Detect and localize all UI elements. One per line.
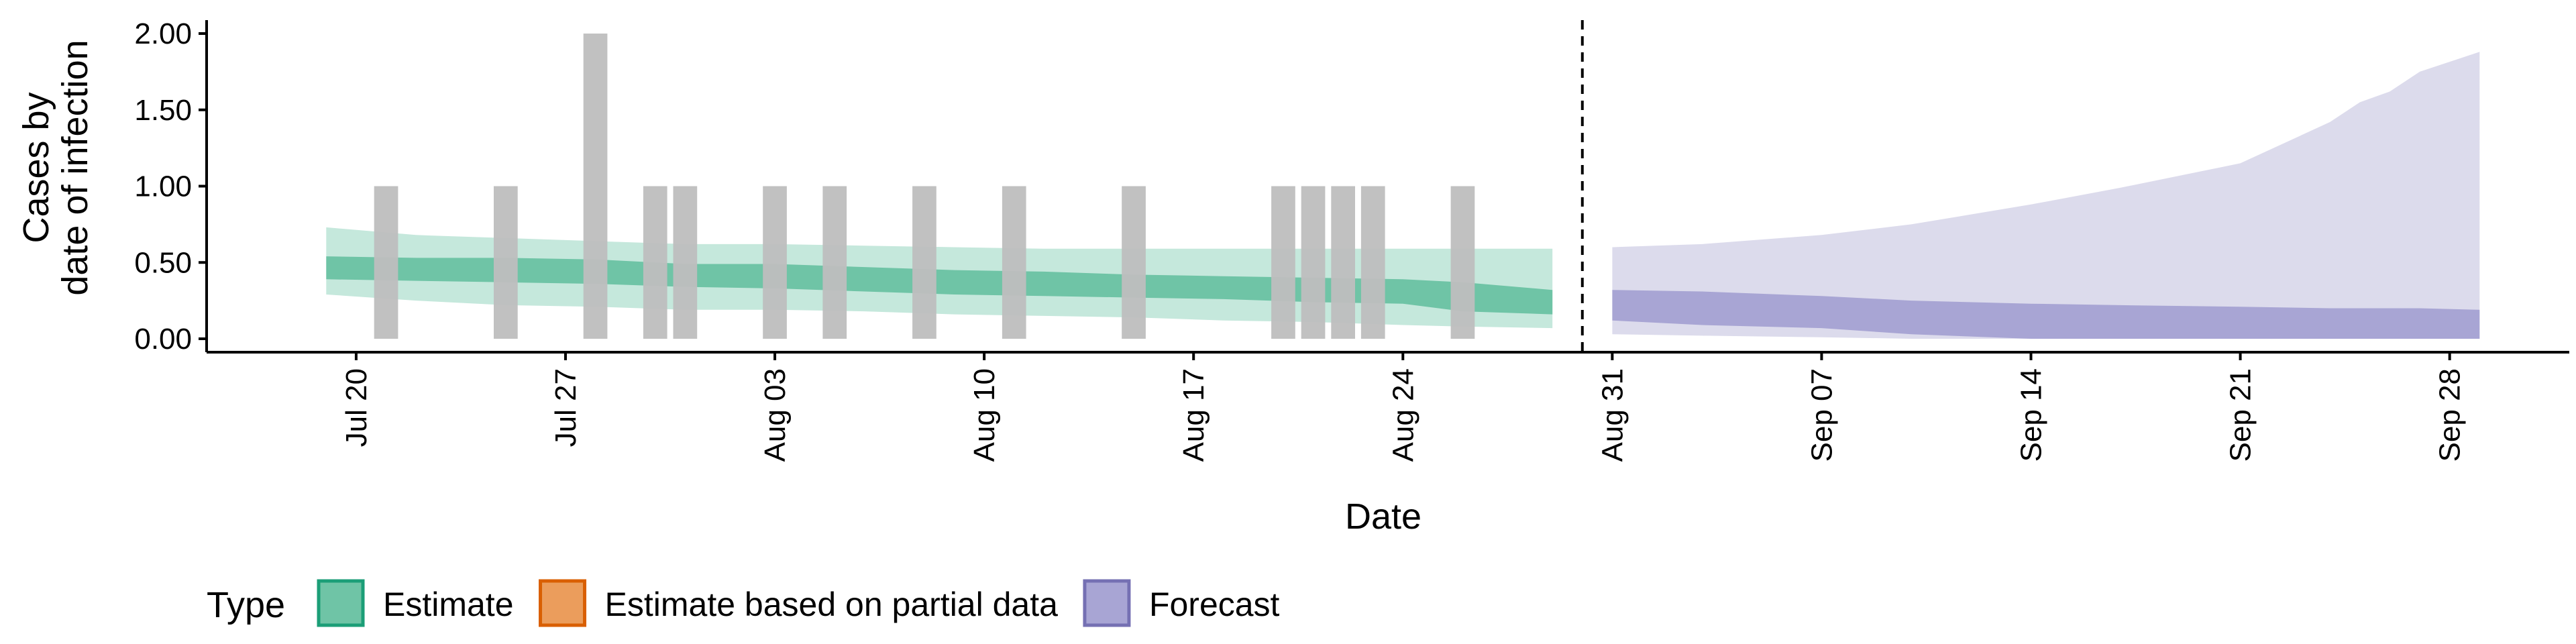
legend-title: Type	[207, 585, 285, 625]
plot-area	[326, 20, 2480, 352]
x-tick-label: Aug 24	[1387, 368, 1419, 462]
y-axis-title-line-2: date of infection	[55, 40, 95, 295]
observed-case-bar	[643, 186, 667, 339]
y-tick-label: 0.50	[134, 246, 192, 279]
legend: Type Estimate Estimate based on partial d…	[207, 579, 1280, 627]
x-tick-label: Sep 21	[2224, 368, 2257, 462]
y-tick-label: 0.00	[134, 323, 192, 356]
forecast-inner-band	[1612, 290, 2480, 339]
observed-case-bar	[1002, 186, 1026, 339]
x-tick-label: Sep 07	[1805, 368, 1838, 462]
legend-item-label: Estimate based on partial data	[605, 586, 1059, 623]
x-tick-label: Aug 10	[968, 368, 1001, 462]
observed-case-bar	[1271, 186, 1295, 339]
observed-case-bar	[583, 34, 608, 339]
x-tick-label: Aug 17	[1177, 368, 1210, 462]
forecast-outer-band	[1612, 52, 2480, 339]
legend-item-label: Forecast	[1149, 586, 1280, 623]
x-tick-label: Sep 28	[2434, 368, 2467, 462]
observed-case-bar	[822, 186, 847, 339]
estimate-inner-band	[326, 256, 1553, 315]
observed-case-bar	[1450, 186, 1475, 339]
y-tick-label: 1.00	[134, 170, 192, 203]
observed-case-bar	[673, 186, 698, 339]
observed-case-bar	[1122, 186, 1146, 339]
observed-case-bar	[763, 186, 787, 339]
observed-case-bar	[912, 186, 936, 339]
y-axis-title-line-1: Cases by	[16, 92, 56, 243]
x-axis-title: Date	[1345, 496, 1421, 537]
y-tick-label: 1.50	[134, 94, 192, 127]
x-tick-label: Aug 31	[1596, 368, 1629, 462]
y-tick-label: 2.00	[134, 17, 192, 50]
observed-case-bar	[1331, 186, 1355, 339]
x-tick-label: Jul 20	[340, 368, 373, 447]
observed-case-bar	[374, 186, 398, 339]
x-tick-label: Jul 27	[549, 368, 582, 447]
x-tick-label: Sep 14	[2015, 368, 2048, 462]
legend-swatch	[1083, 579, 1131, 627]
legend-swatch	[539, 579, 587, 627]
x-tick-label: Aug 03	[759, 368, 792, 462]
legend-item-label: Estimate	[383, 586, 514, 623]
observed-case-bar	[1360, 186, 1385, 339]
legend-swatch	[317, 579, 365, 627]
observed-case-bar	[1301, 186, 1326, 339]
observed-case-bar	[494, 186, 518, 339]
axes: 0.00 0.50 1.00 1.50 2.00 Jul 20 Jul 27 Aug 03 Au…	[134, 17, 2569, 462]
